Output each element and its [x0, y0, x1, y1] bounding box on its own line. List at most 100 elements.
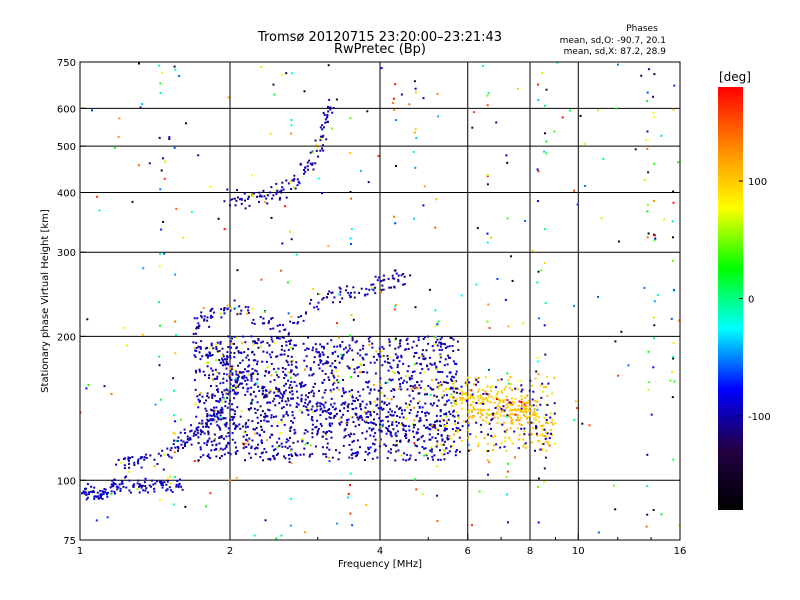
- echo-point: [308, 409, 310, 411]
- echo-point: [332, 384, 334, 386]
- echo-point: [412, 386, 414, 388]
- echo-point: [180, 432, 182, 434]
- echo-point: [195, 371, 197, 373]
- echo-point: [653, 73, 655, 75]
- echo-point: [402, 382, 404, 384]
- echo-point: [325, 118, 327, 120]
- echo-point: [475, 402, 477, 404]
- echo-point: [440, 355, 442, 357]
- echo-point: [228, 435, 230, 437]
- echo-point: [434, 309, 436, 311]
- echo-point: [330, 404, 332, 406]
- echo-point: [326, 121, 328, 123]
- echo-point: [435, 325, 437, 327]
- echo-point: [389, 341, 391, 343]
- echo-point: [510, 439, 512, 441]
- echo-point: [309, 454, 311, 456]
- echo-point: [291, 238, 293, 240]
- echo-point: [333, 375, 335, 377]
- echo-point: [466, 382, 468, 384]
- echo-point: [159, 82, 161, 84]
- echo-point: [399, 416, 401, 418]
- echo-point: [261, 429, 263, 431]
- echo-point: [351, 389, 353, 391]
- echo-point: [208, 377, 210, 379]
- echo-point: [128, 460, 130, 462]
- colorbar-tick-label: -100: [748, 412, 771, 423]
- echo-point: [350, 198, 352, 200]
- echo-point: [112, 485, 114, 487]
- echo-point: [200, 433, 202, 435]
- echo-point: [343, 407, 345, 409]
- echo-point: [442, 438, 444, 440]
- echo-point: [270, 381, 272, 383]
- echo-point: [206, 423, 208, 425]
- echo-point: [167, 489, 169, 491]
- echo-point: [502, 399, 504, 401]
- echo-point: [358, 292, 360, 294]
- colorbar-tick-label: 0: [748, 295, 754, 306]
- echo-point: [245, 426, 247, 428]
- echo-point: [304, 531, 306, 533]
- echo-point: [527, 422, 529, 424]
- echo-point: [396, 273, 398, 275]
- echo-point: [234, 336, 236, 338]
- echo-point: [541, 72, 543, 74]
- echo-point: [254, 342, 256, 344]
- echo-point: [213, 312, 215, 314]
- echo-point: [373, 423, 375, 425]
- echo-point: [269, 409, 271, 411]
- echo-point: [200, 448, 202, 450]
- echo-point: [271, 338, 273, 340]
- echo-point: [140, 107, 142, 109]
- echo-point: [461, 408, 463, 410]
- echo-point: [457, 349, 459, 351]
- echo-point: [270, 186, 272, 188]
- echo-point: [174, 433, 176, 435]
- echo-point: [304, 432, 306, 434]
- echo-point: [437, 371, 439, 373]
- echo-point: [535, 378, 537, 380]
- echo-point: [133, 462, 135, 464]
- echo-point: [327, 356, 329, 358]
- echo-point: [187, 438, 189, 440]
- echo-point: [234, 413, 236, 415]
- echo-point: [386, 382, 388, 384]
- echo-point: [440, 444, 442, 446]
- echo-point: [104, 491, 106, 493]
- echo-point: [393, 396, 395, 398]
- echo-point: [269, 354, 271, 356]
- echo-point: [241, 352, 243, 354]
- echo-point: [273, 455, 275, 457]
- echo-point: [224, 358, 226, 360]
- echo-point: [388, 356, 390, 358]
- echo-point: [408, 103, 410, 105]
- echo-point: [297, 397, 299, 399]
- echo-point: [525, 447, 527, 449]
- echo-point: [336, 523, 338, 525]
- echo-point: [266, 361, 268, 363]
- echo-point: [285, 72, 287, 74]
- echo-point: [213, 413, 215, 415]
- echo-point: [350, 238, 352, 240]
- echo-point: [162, 487, 164, 489]
- echo-point: [101, 494, 103, 496]
- echo-point: [298, 404, 300, 406]
- echo-point: [416, 414, 418, 416]
- echo-point: [226, 380, 228, 382]
- echo-point: [194, 379, 196, 381]
- echo-point: [378, 390, 380, 392]
- echo-point: [422, 406, 424, 408]
- echo-point: [238, 423, 240, 425]
- echo-point: [551, 393, 553, 395]
- echo-point: [544, 435, 546, 437]
- echo-point: [487, 450, 489, 452]
- echo-point: [394, 222, 396, 224]
- echo-point: [328, 408, 330, 410]
- echo-point: [652, 366, 654, 368]
- echo-point: [446, 421, 448, 423]
- echo-point: [490, 386, 492, 388]
- echo-point: [531, 441, 533, 443]
- echo-point: [321, 128, 323, 130]
- echo-point: [251, 351, 253, 353]
